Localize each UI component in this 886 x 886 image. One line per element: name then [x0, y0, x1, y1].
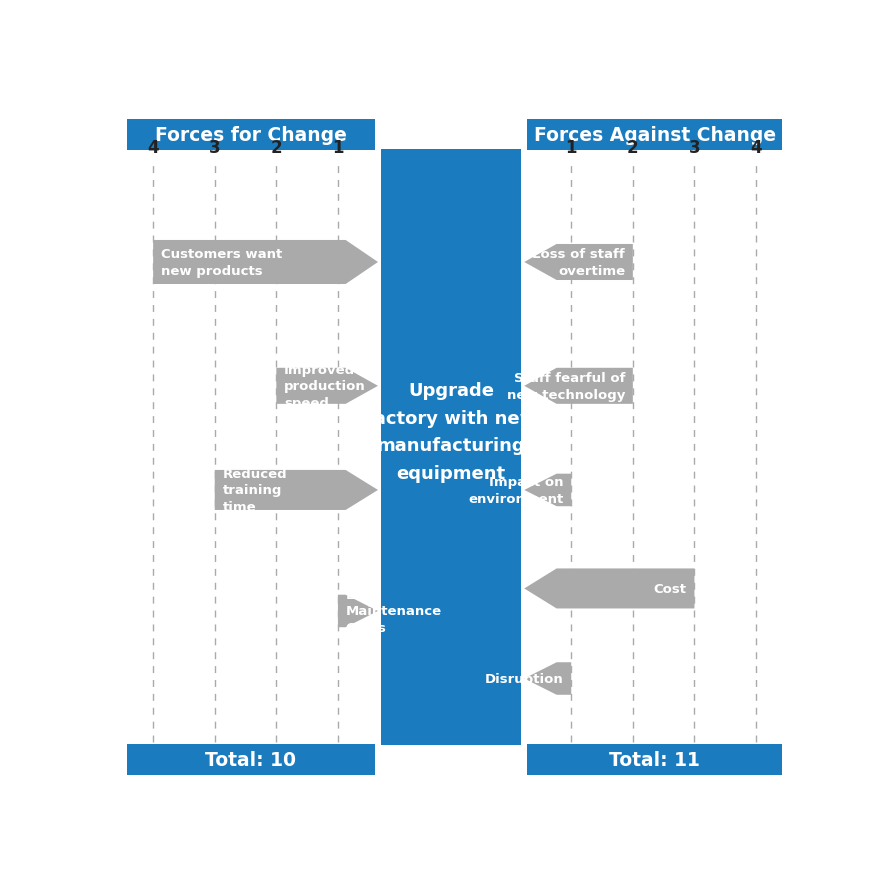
- Bar: [527, 744, 781, 774]
- Polygon shape: [524, 663, 571, 695]
- Text: 2: 2: [626, 139, 638, 157]
- Text: Customers want
new products: Customers want new products: [160, 248, 282, 277]
- Bar: [127, 120, 375, 151]
- Text: 2: 2: [270, 139, 282, 157]
- Bar: [381, 150, 521, 745]
- Polygon shape: [214, 470, 377, 510]
- Text: Forces Against Change: Forces Against Change: [533, 126, 775, 145]
- Text: Cost: Cost: [653, 582, 686, 595]
- Text: Staff fearful of
new technology: Staff fearful of new technology: [506, 371, 625, 401]
- Text: 1: 1: [565, 139, 576, 157]
- Polygon shape: [524, 245, 632, 281]
- Text: Loss of staff
overtime: Loss of staff overtime: [532, 248, 625, 277]
- Text: Upgrade
factory with new
manufacturing
equipment: Upgrade factory with new manufacturing e…: [366, 381, 536, 483]
- Polygon shape: [524, 369, 632, 404]
- Text: 4: 4: [147, 139, 159, 157]
- Polygon shape: [153, 241, 377, 284]
- Text: Improved
production
speed: Improved production speed: [284, 363, 365, 409]
- Text: Total: 10: Total: 10: [206, 750, 296, 769]
- Text: Disruption: Disruption: [485, 672, 563, 685]
- Text: Low
Maintenance
Costs: Low Maintenance Costs: [346, 588, 441, 634]
- Polygon shape: [524, 569, 694, 609]
- Polygon shape: [276, 369, 377, 404]
- Text: Impact on
environment: Impact on environment: [468, 476, 563, 505]
- Text: 3: 3: [209, 139, 221, 157]
- Text: Total: 11: Total: 11: [609, 750, 699, 769]
- Bar: [127, 744, 375, 774]
- Text: 4: 4: [750, 139, 761, 157]
- Text: Forces for Change: Forces for Change: [155, 126, 346, 145]
- Polygon shape: [524, 474, 571, 507]
- Bar: [527, 120, 781, 151]
- Text: Reduced
training
time: Reduced training time: [222, 468, 287, 513]
- Text: 1: 1: [332, 139, 343, 157]
- Polygon shape: [338, 595, 377, 627]
- Text: 3: 3: [688, 139, 699, 157]
